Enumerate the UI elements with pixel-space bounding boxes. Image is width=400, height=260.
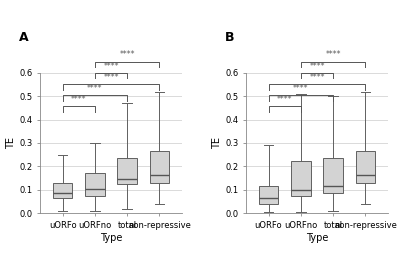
Text: B: B: [225, 31, 234, 44]
Text: ****: ****: [103, 62, 119, 71]
PathPatch shape: [118, 158, 137, 184]
Text: ****: ****: [293, 84, 308, 93]
Text: ****: ****: [309, 73, 325, 82]
X-axis label: Type: Type: [100, 233, 122, 243]
Text: ****: ****: [120, 50, 135, 60]
Text: ****: ****: [277, 95, 292, 105]
PathPatch shape: [291, 161, 310, 196]
PathPatch shape: [85, 173, 104, 196]
Text: ****: ****: [87, 84, 103, 93]
Text: ****: ****: [103, 73, 119, 82]
Text: A: A: [19, 31, 28, 44]
Text: ****: ****: [71, 95, 86, 105]
Y-axis label: TE: TE: [6, 137, 16, 149]
PathPatch shape: [324, 158, 343, 193]
PathPatch shape: [356, 151, 375, 183]
PathPatch shape: [150, 151, 169, 183]
PathPatch shape: [259, 186, 278, 204]
X-axis label: Type: Type: [306, 233, 328, 243]
PathPatch shape: [53, 183, 72, 198]
Text: ****: ****: [309, 62, 325, 71]
Text: ****: ****: [325, 50, 341, 60]
Y-axis label: TE: TE: [212, 137, 222, 149]
